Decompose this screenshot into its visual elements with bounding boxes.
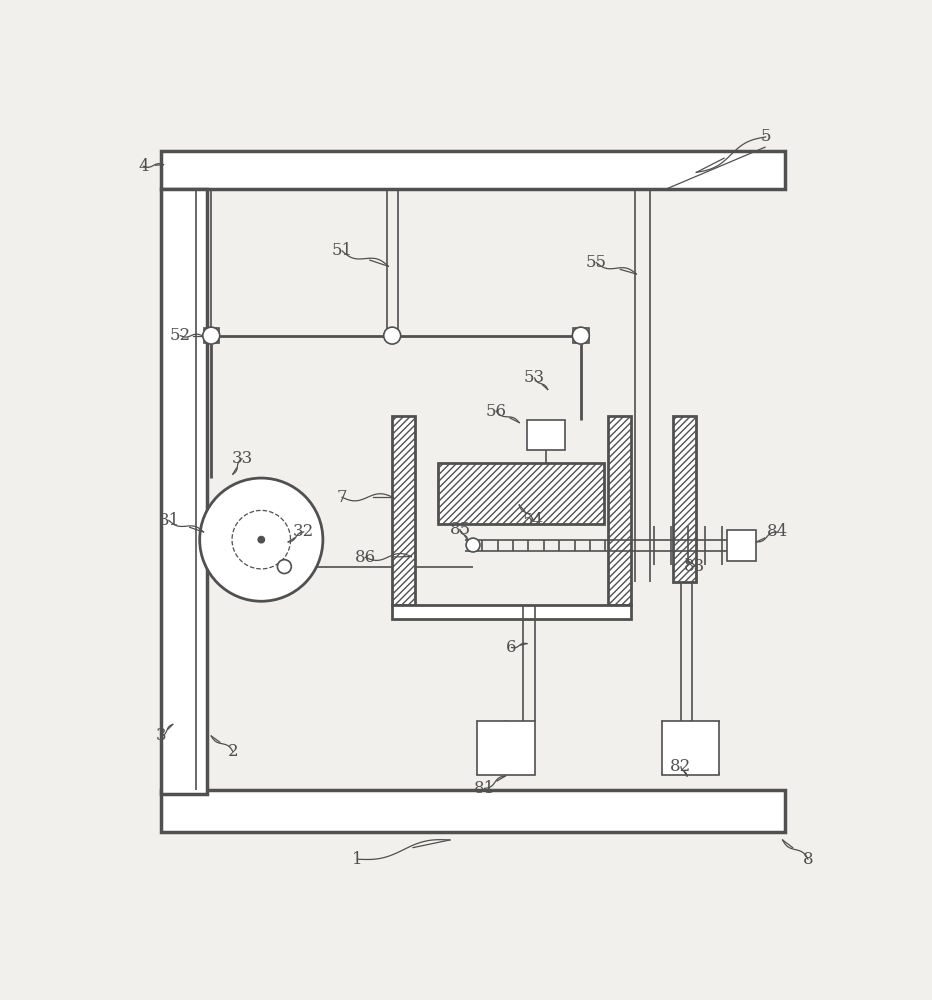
Bar bbox=[392, 416, 416, 605]
Text: 52: 52 bbox=[170, 327, 191, 344]
Text: 6: 6 bbox=[506, 639, 516, 656]
Bar bbox=[161, 790, 785, 832]
Bar bbox=[203, 328, 219, 343]
Text: 2: 2 bbox=[227, 743, 238, 760]
Text: 85: 85 bbox=[449, 521, 471, 538]
Bar bbox=[608, 416, 631, 605]
Bar bbox=[477, 721, 535, 774]
Text: 1: 1 bbox=[352, 851, 363, 868]
Circle shape bbox=[199, 478, 322, 601]
Bar bbox=[527, 420, 566, 450]
Text: 51: 51 bbox=[332, 242, 352, 259]
Text: 56: 56 bbox=[486, 403, 507, 420]
Text: 32: 32 bbox=[293, 523, 314, 540]
Text: 5: 5 bbox=[761, 128, 771, 145]
Bar bbox=[392, 605, 631, 619]
Text: 81: 81 bbox=[474, 780, 495, 797]
Circle shape bbox=[384, 327, 401, 344]
Bar bbox=[438, 463, 604, 524]
Circle shape bbox=[278, 560, 292, 574]
Text: 3: 3 bbox=[156, 728, 167, 744]
Bar bbox=[161, 151, 785, 189]
Bar bbox=[673, 416, 696, 582]
Text: 83: 83 bbox=[684, 558, 706, 575]
Bar bbox=[161, 189, 208, 794]
Text: 33: 33 bbox=[231, 450, 253, 467]
Circle shape bbox=[466, 538, 480, 552]
Text: 4: 4 bbox=[138, 158, 149, 175]
Circle shape bbox=[203, 327, 220, 344]
Text: 55: 55 bbox=[585, 254, 607, 271]
Circle shape bbox=[572, 327, 589, 344]
Text: 7: 7 bbox=[336, 489, 348, 506]
Bar bbox=[727, 530, 757, 561]
Text: 82: 82 bbox=[670, 758, 692, 775]
Text: 31: 31 bbox=[158, 512, 180, 529]
Text: 53: 53 bbox=[524, 369, 545, 386]
Bar bbox=[573, 328, 588, 343]
Circle shape bbox=[258, 537, 265, 543]
Text: 86: 86 bbox=[355, 549, 376, 566]
Bar bbox=[662, 721, 720, 774]
Text: 54: 54 bbox=[523, 512, 543, 529]
Text: 8: 8 bbox=[802, 851, 814, 868]
Text: 84: 84 bbox=[766, 523, 788, 540]
